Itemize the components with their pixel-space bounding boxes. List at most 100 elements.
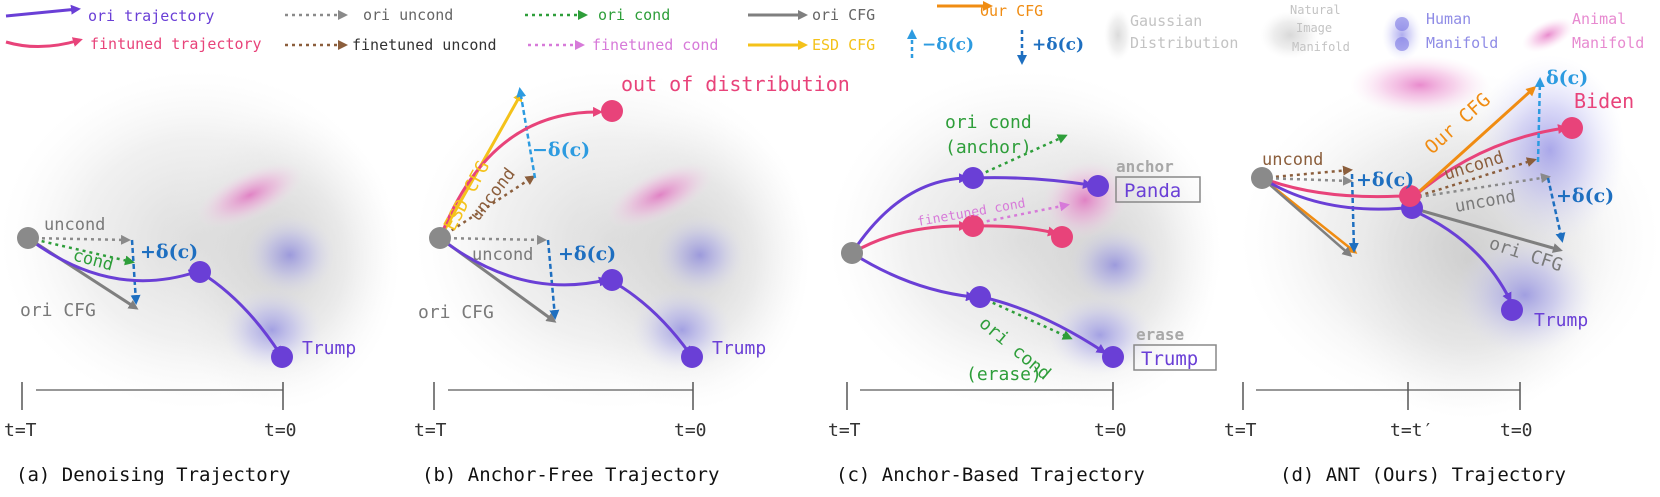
panel-d-biden-node [1561, 117, 1583, 139]
panel-c-ori-cond-anchor-arrow [972, 134, 1068, 180]
panel-d-uncond-left-arrow [1261, 175, 1353, 186]
panel-c-panda-box [1115, 176, 1201, 203]
legend-ori-cond-label: ori cond [598, 6, 670, 24]
legend-animal-line1: Animal [1572, 10, 1626, 28]
panel-d-human-manifold-bottom [1455, 235, 1595, 355]
panel-d-ori-trajectory-1 [1261, 176, 1406, 211]
legend-finetuned-uncond-label: finetuned uncond [352, 36, 497, 54]
legend-gaussian-line1: Gaussian [1130, 12, 1202, 30]
legend-fintuned-trajectory: fintuned trajectory [5, 35, 262, 53]
panel-a-start-node [17, 227, 39, 249]
panel-b-t-start: t=T [414, 420, 447, 441]
panel-b-mid-node [601, 269, 623, 291]
panel-d-start-node [1251, 167, 1273, 189]
panel-b-uncond-arrow [439, 234, 547, 245]
legend-ori-uncond-label: ori uncond [363, 6, 453, 24]
panel-d-delta-top-label: δ(c) [1546, 67, 1588, 89]
panel-c-ori-cond-erase-2: (erase) [966, 364, 1042, 385]
legend-esd-cfg-label: ESD CFG [812, 36, 875, 54]
panel-b-uncond-label: uncond [472, 245, 533, 265]
panel-d-trump-label: Trump [1534, 310, 1588, 331]
panel-d-trump-node [1501, 299, 1523, 321]
panel-d-uncond-mid-arrow [1411, 157, 1537, 200]
panel-d-caption: (d) ANT (Ours) Trajectory [1280, 464, 1566, 486]
panel-c-anchor-mid-node [962, 167, 984, 189]
panel-d-delta-right-arrow [1546, 177, 1566, 243]
panel-c-panda-label: Panda [1124, 180, 1181, 202]
panel-a-delta-label: +δ(c) [140, 241, 198, 263]
panel-d-ori-cfg-arrow [1411, 206, 1563, 253]
legend-ori-trajectory-label: ori trajectory [88, 7, 214, 25]
panel-d: δ(c) Biden Our CFG uncond +δ(c) uncond u… [1224, 55, 1660, 486]
panel-d-uncond-low-arrow [1411, 173, 1551, 200]
panel-c-trump-label: Trump [1141, 348, 1198, 370]
panel-d-mid-node-finetuned [1399, 185, 1421, 207]
legend-our-cfg: Our CFG [937, 1, 1043, 20]
panel-b: ESD CFG uncond out of distribution −δ(c)… [414, 70, 850, 486]
panel-b-animal-manifold [606, 162, 714, 228]
panel-a-ori-cfg-label: ori CFG [20, 300, 96, 321]
panel-a-caption: (a) Denoising Trajectory [16, 464, 291, 486]
legend-plus-delta: +δ(c) [1017, 30, 1084, 65]
panel-c-human-manifold-top [1070, 227, 1160, 303]
panel-c-fintuned-trajectory-1 [851, 220, 969, 255]
legend-human: Human Manifold [1382, 9, 1498, 61]
panel-d-plus-delta-right-label: +δ(c) [1556, 185, 1614, 207]
panel-c-ori-trajectory-erase-1 [851, 251, 976, 302]
panel-b-plus-delta-label: +δ(c) [558, 243, 616, 265]
panel-a: uncond cond +δ(c) ori CFG Trump t=T t=0 … [0, 70, 400, 486]
legend-ori-cfg-label: ori CFG [812, 6, 875, 24]
panel-d-animal-manifold [1350, 55, 1490, 115]
panel-d-delta-top-arrow [1534, 77, 1545, 163]
panel-d-delta-left-arrow [1348, 173, 1359, 253]
panel-a-animal-manifold [196, 162, 304, 228]
panel-a-uncond-label: uncond [44, 215, 105, 235]
panel-c-finetuned-cond-arrow [972, 201, 1070, 226]
panel-a-delta-arrow [130, 239, 141, 305]
panel-c-t-start: t=T [828, 420, 861, 441]
panel-a-ori-trajectory-2 [199, 270, 282, 357]
panel-b-caption: (b) Anchor-Free Trajectory [422, 464, 719, 486]
panel-d-t-mid: t=t′ [1390, 420, 1433, 441]
panel-c-erase-tag: erase [1136, 325, 1184, 344]
legend-esd-cfg: ESD CFG [748, 36, 875, 54]
panel-c-t-end: t=0 [1094, 420, 1127, 441]
panel-b-ood-node [601, 100, 623, 122]
panel-b-t-end: t=0 [674, 420, 707, 441]
panel-c-ori-trajectory-erase-2 [981, 295, 1107, 354]
panel-a-ori-trajectory-1 [27, 236, 199, 283]
panel-a-t-end: t=0 [264, 420, 297, 441]
panel-c-trump-box [1133, 344, 1217, 371]
panel-b-human-manifold-top [655, 215, 745, 295]
panel-c-ori-cond-anchor-2: (anchor) [945, 137, 1032, 158]
panel-c-ori-cond-erase-arrow [979, 295, 1073, 340]
legend-ori-cond: ori cond [525, 6, 670, 24]
legend-finetuned-cond-label: finetuned cond [592, 36, 718, 54]
panel-c-human-manifold-bottom [1048, 295, 1152, 375]
panel-b-trump-node [681, 346, 703, 368]
legend-natural-line2: Image [1296, 21, 1332, 35]
panel-d-our-cfg-arrow [1410, 85, 1537, 200]
legend-ori-uncond: ori uncond [285, 6, 453, 24]
panel-c-finetuned-end-node [1051, 226, 1073, 248]
panel-a-trump-label: Trump [302, 338, 356, 359]
legend-human-line2: Manifold [1426, 34, 1498, 52]
panel-a-t-start: t=T [4, 420, 37, 441]
legend-human-line1: Human [1426, 10, 1471, 28]
panel-d-t-start: t=T [1224, 420, 1257, 441]
legend-animal-line2: Manifold [1572, 34, 1644, 52]
panel-c-finetuned-mid-node [962, 215, 984, 237]
panel-d-finetuned-uncond-left-arrow [1261, 165, 1353, 180]
panel-b-plus-delta-arrow [546, 239, 560, 320]
panel-c-start-node [841, 242, 863, 264]
panel-d-ori-trajectory-2 [1411, 208, 1512, 303]
legend-natural-line3: Manifold [1292, 40, 1350, 54]
panel-d-fintuned-trajectory [1261, 176, 1403, 199]
legend-finetuned-uncond: finetuned uncond [285, 36, 497, 54]
panel-b-fintuned-trajectory [438, 106, 603, 239]
panel-a-uncond-arrow [27, 234, 131, 245]
legend-gaussian-line2: Distribution [1130, 34, 1238, 52]
panel-c-trump-node [1102, 346, 1124, 368]
panel-b-start-node [429, 227, 451, 249]
